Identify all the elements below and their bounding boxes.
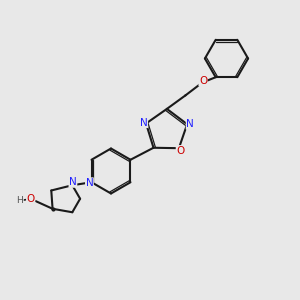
Text: H: H: [16, 196, 23, 205]
Text: N: N: [186, 119, 194, 129]
Text: N: N: [140, 118, 148, 128]
Text: O: O: [176, 146, 184, 156]
Text: O: O: [26, 194, 35, 204]
Text: O: O: [199, 76, 207, 86]
Text: N: N: [85, 178, 93, 188]
Text: N: N: [69, 177, 77, 187]
